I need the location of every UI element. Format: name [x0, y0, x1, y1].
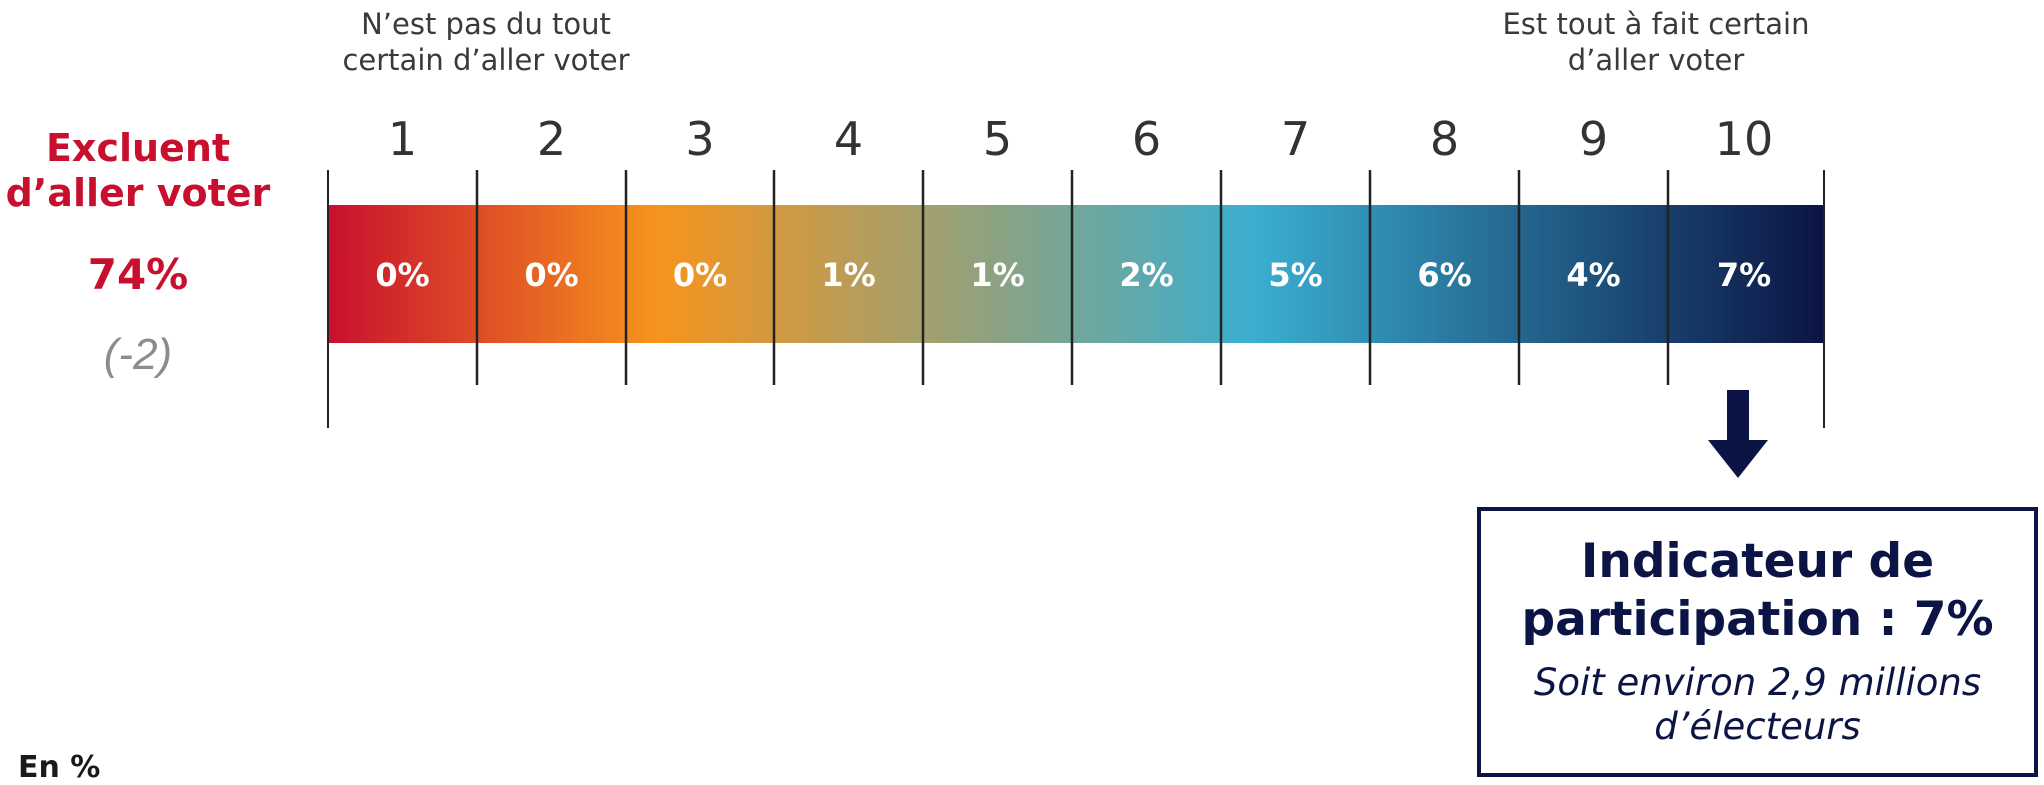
scale-number: 6 — [1132, 112, 1161, 166]
unit-label: En % — [18, 750, 101, 785]
exclude-value: 74% — [87, 250, 189, 299]
gradient-bar — [328, 205, 1824, 343]
exclude-title: Excluent d’aller voter — [5, 126, 271, 215]
participation-scale-chart: 1 2 3 4 5 6 7 8 9 10 0% 0% 0% 1% 1% 2% 5% 6% 4% 7% — [327, 112, 1825, 428]
value-labels: 0% 0% 0% 1% 1% 2% 5% 6% 4% 7% — [375, 256, 1771, 294]
scale-number: 5 — [983, 112, 1012, 166]
participation-indicator-box: Indicateur de participation : 7% Soit en… — [1477, 507, 2038, 777]
scale-number: 3 — [685, 112, 714, 166]
scale-high-caption: Est tout à fait certain d’aller voter — [1502, 7, 1810, 77]
indicator-subtitle: Soit environ 2,9 millions d’électeurs — [1533, 661, 1982, 748]
value-label: 6% — [1417, 256, 1471, 294]
down-arrow-icon — [1708, 390, 1768, 478]
value-label: 1% — [821, 256, 875, 294]
value-label: 0% — [673, 256, 727, 294]
scale-number: 4 — [834, 112, 863, 166]
scale-number: 8 — [1430, 112, 1459, 166]
scale-number: 7 — [1281, 112, 1310, 166]
exclude-change: (-2) — [103, 330, 173, 379]
scale-numbers: 1 2 3 4 5 6 7 8 9 10 — [388, 112, 1773, 166]
value-label: 5% — [1268, 256, 1322, 294]
scale-number: 10 — [1715, 112, 1774, 166]
value-label: 2% — [1119, 256, 1173, 294]
value-label: 4% — [1566, 256, 1620, 294]
scale-number: 9 — [1579, 112, 1608, 166]
value-label: 1% — [970, 256, 1024, 294]
value-label: 0% — [375, 256, 429, 294]
value-label: 0% — [524, 256, 578, 294]
scale-low-caption: N’est pas du tout certain d’aller voter — [342, 7, 630, 77]
scale-number: 1 — [388, 112, 417, 166]
indicator-title: Indicateur de participation : 7% — [1521, 534, 1994, 647]
value-label: 7% — [1717, 256, 1771, 294]
scale-number: 2 — [537, 112, 566, 166]
scale-ticks — [327, 170, 1825, 428]
